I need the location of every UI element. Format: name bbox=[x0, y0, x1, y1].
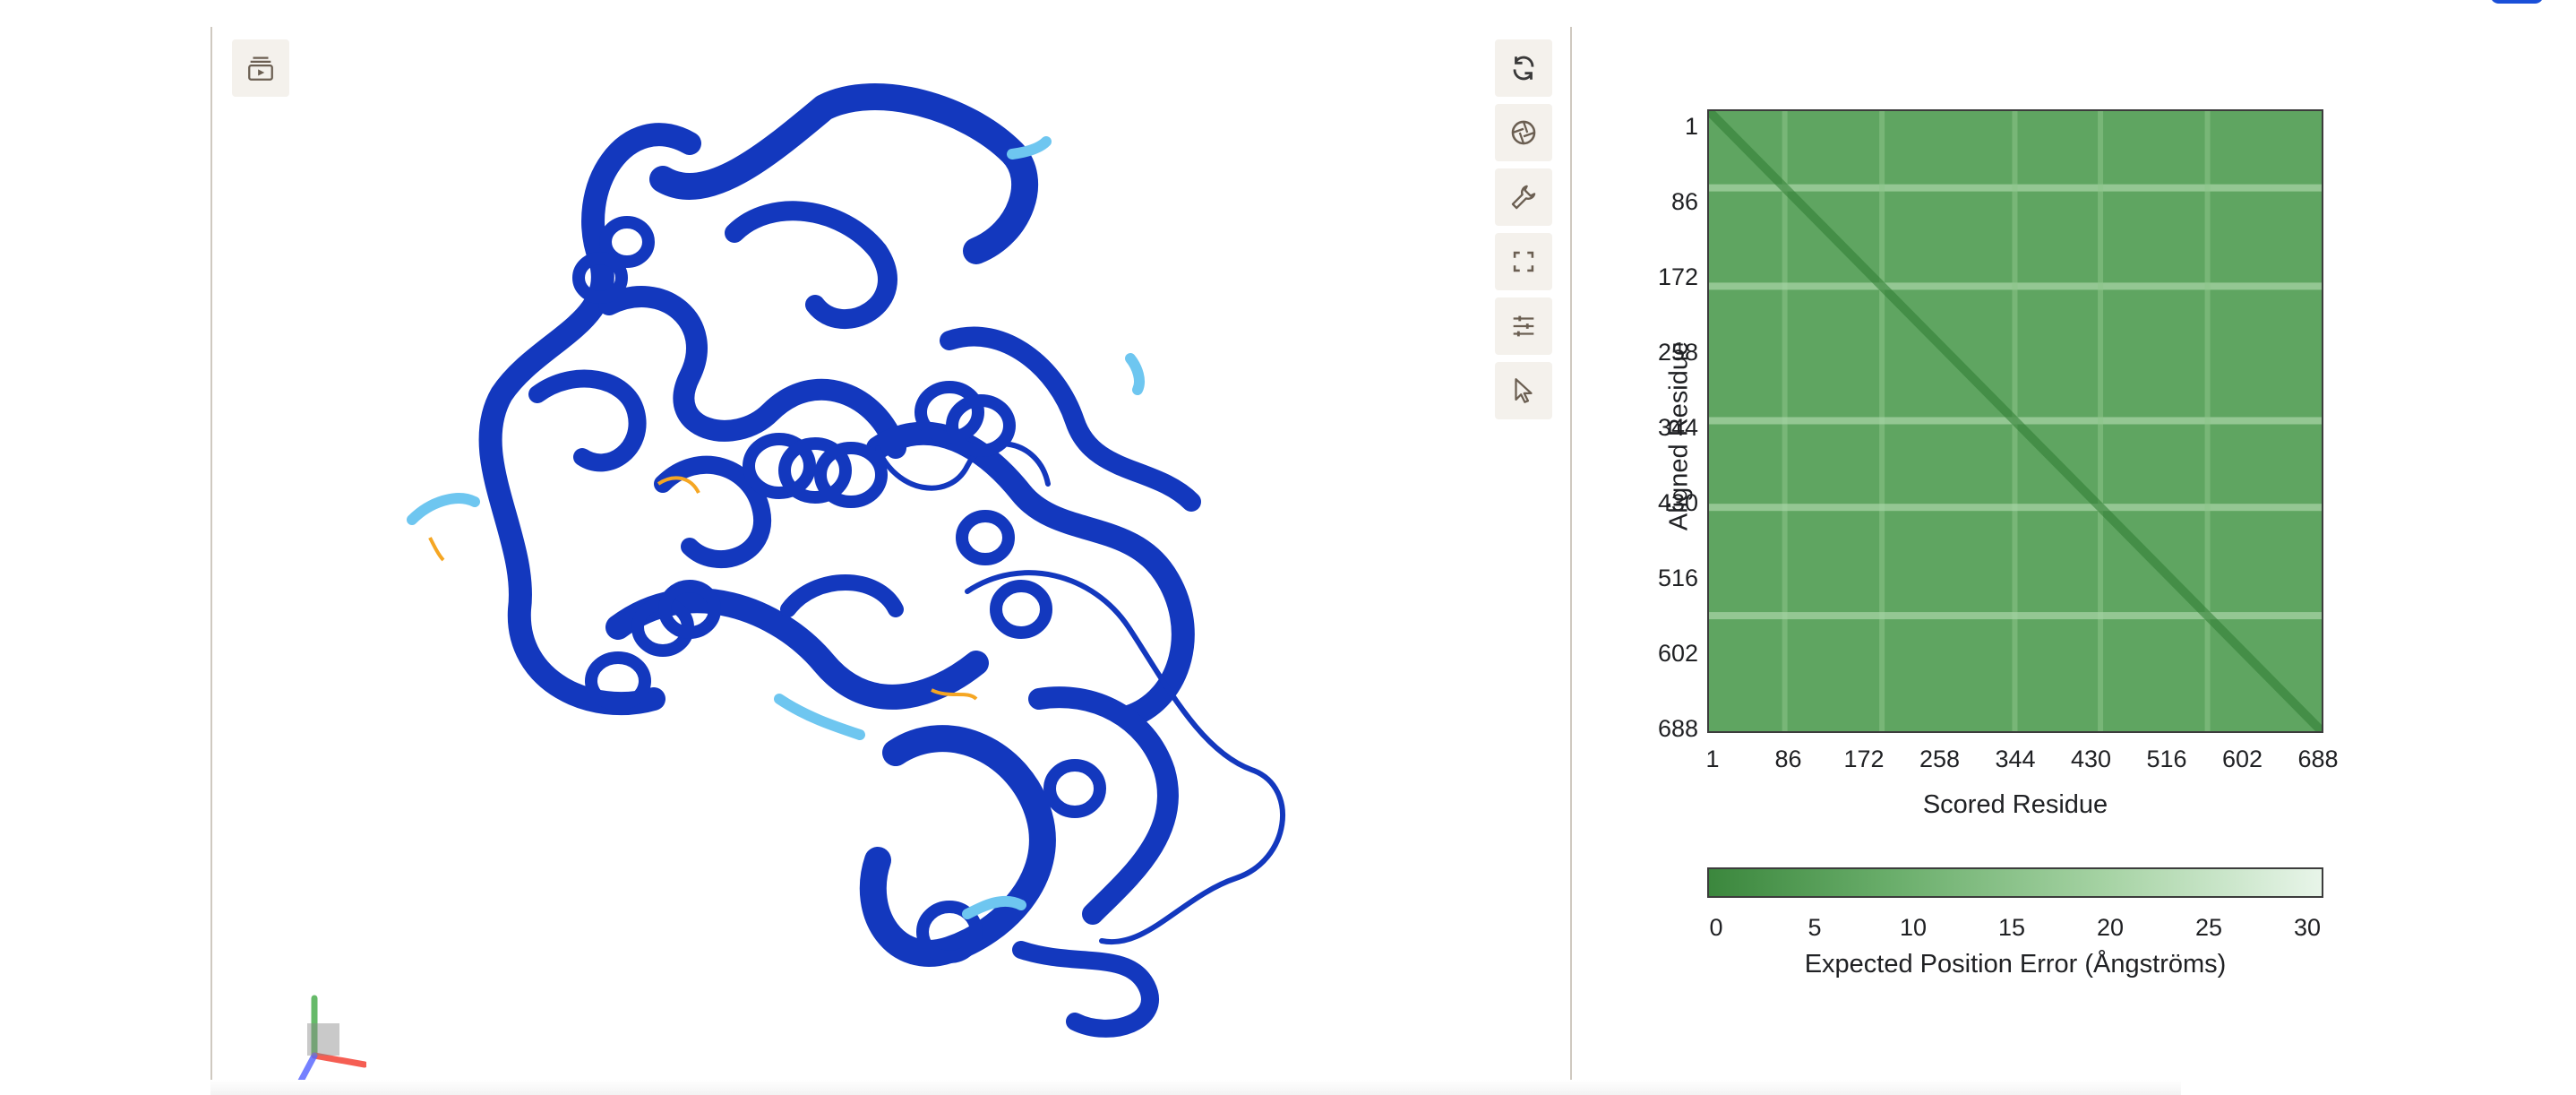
reset-view-button[interactable] bbox=[1495, 39, 1552, 97]
play-stack-button[interactable] bbox=[232, 39, 289, 97]
display-options-button[interactable] bbox=[1495, 297, 1552, 355]
y-tick-label: 344 bbox=[1657, 414, 1698, 441]
x-tick-label: 86 bbox=[1774, 746, 1802, 772]
y-axis-label: Aligned Residue bbox=[1664, 341, 1694, 531]
expand-icon bbox=[1513, 251, 1534, 272]
aperture-icon bbox=[1511, 120, 1536, 145]
x-tick-label: 258 bbox=[1919, 746, 1961, 772]
x-tick-label: 430 bbox=[2070, 746, 2112, 772]
x-tick-label: 688 bbox=[2297, 746, 2339, 772]
pae-column-stripe bbox=[2204, 111, 2211, 731]
y-tick-label: 86 bbox=[1670, 188, 1698, 215]
x-tick-label: 1 bbox=[1705, 746, 1720, 772]
colorbar-tick-label: 10 bbox=[1899, 914, 1928, 941]
colorbar-tick-label: 25 bbox=[2194, 914, 2223, 941]
play-stack-icon bbox=[248, 56, 273, 81]
corner-avatar-edge bbox=[2490, 0, 2544, 4]
x-tick-label: 516 bbox=[2146, 746, 2187, 772]
colorbar-tick-label: 20 bbox=[2096, 914, 2125, 941]
colorbar-label: Expected Position Error (Ångströms) bbox=[1804, 950, 2227, 979]
protein-structure-render[interactable] bbox=[394, 72, 1326, 1057]
colorbar-tick-label: 15 bbox=[1997, 914, 2026, 941]
spin-toggle-button[interactable] bbox=[1495, 104, 1552, 161]
y-tick-label: 258 bbox=[1657, 339, 1698, 366]
pae-heatmap[interactable] bbox=[1707, 109, 2323, 733]
x-tick-label: 172 bbox=[1843, 746, 1885, 772]
x-tick-label: 602 bbox=[2221, 746, 2263, 772]
colorbar-tick-label: 5 bbox=[1807, 914, 1822, 941]
wrench-icon bbox=[1511, 185, 1536, 210]
pae-heatmap-canvas bbox=[1709, 111, 2322, 731]
y-tick-label: 516 bbox=[1657, 565, 1698, 591]
sliders-icon bbox=[1513, 315, 1534, 337]
pae-column-stripe bbox=[2098, 111, 2104, 731]
fullscreen-button[interactable] bbox=[1495, 233, 1552, 290]
settings-button[interactable] bbox=[1495, 168, 1552, 226]
x-axis-label: Scored Residue bbox=[1922, 790, 2108, 819]
pae-row-stripe bbox=[1709, 612, 2322, 620]
refresh-icon bbox=[1513, 56, 1534, 81]
axis-orientation-gizmo bbox=[296, 995, 366, 1084]
x-tick-label: 344 bbox=[1995, 746, 2036, 772]
panel-shadow bbox=[210, 1080, 2181, 1095]
y-tick-label: 602 bbox=[1657, 640, 1698, 667]
y-tick-label: 430 bbox=[1657, 489, 1698, 516]
colorbar-tick-label: 30 bbox=[2293, 914, 2322, 941]
y-tick-label: 1 bbox=[1684, 113, 1698, 140]
y-tick-label: 688 bbox=[1657, 715, 1698, 742]
colorbar-tick-label: 0 bbox=[1709, 914, 1723, 941]
y-tick-label: 172 bbox=[1657, 263, 1698, 290]
select-mode-button[interactable] bbox=[1495, 362, 1552, 419]
pae-colorbar bbox=[1707, 867, 2323, 898]
pointer-icon bbox=[1515, 378, 1533, 403]
pae-row-stripe bbox=[1709, 504, 2322, 512]
